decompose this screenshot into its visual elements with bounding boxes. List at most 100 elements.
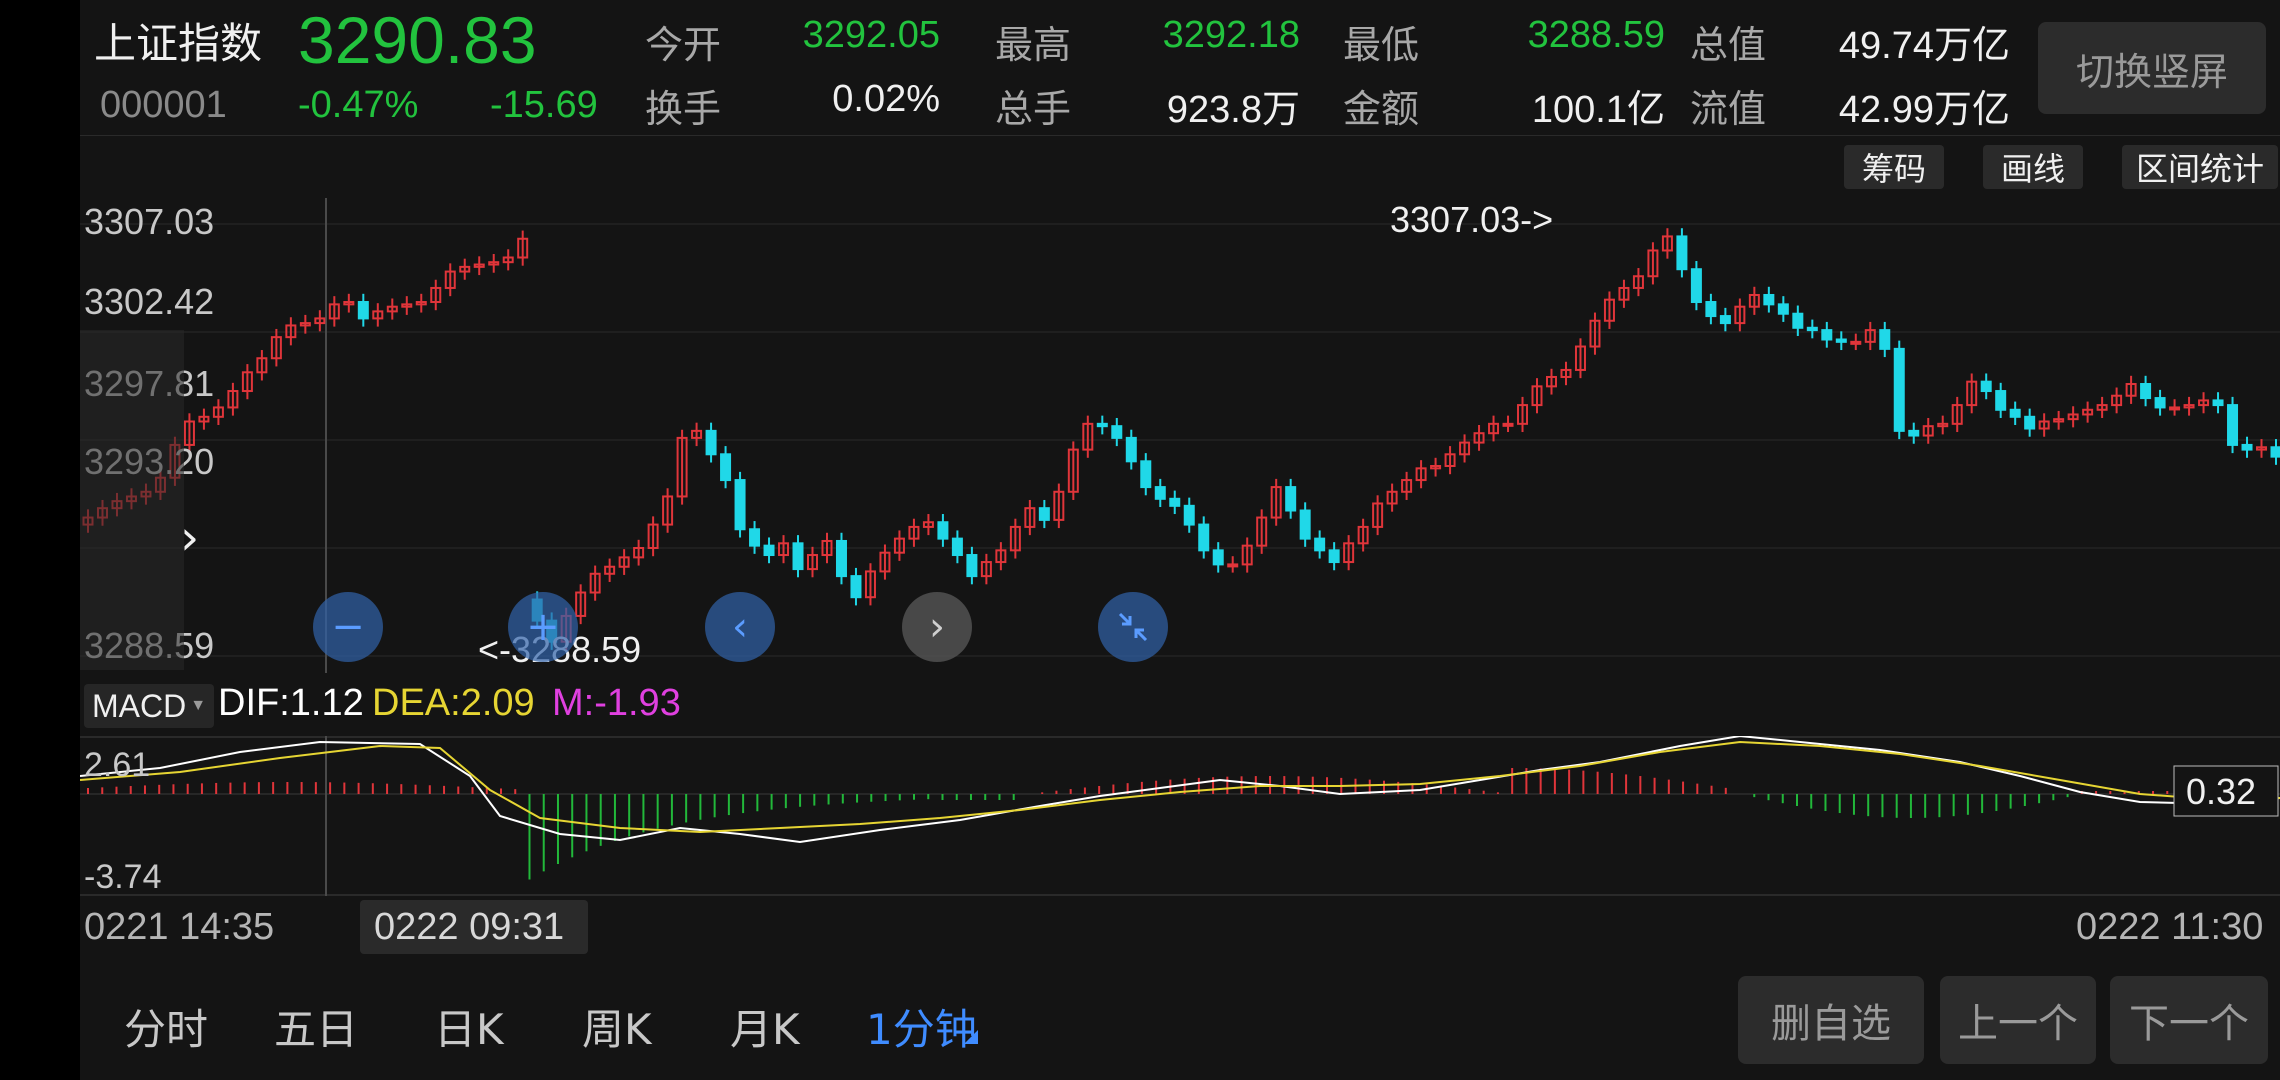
expand-panel-icon[interactable]: › [180, 510, 200, 566]
tab-daily-k[interactable]: 日K [434, 1005, 504, 1054]
candle-body [734, 479, 746, 531]
candle-body [1531, 385, 1543, 407]
candle-body [1676, 235, 1688, 271]
candle-body [198, 415, 210, 423]
candle-body [1241, 544, 1253, 566]
candle-body [1169, 497, 1181, 507]
stat-value-amount: 100.1亿 [1531, 89, 1665, 131]
candle-body [372, 310, 384, 320]
candle-body [864, 570, 876, 599]
tab-five-day[interactable]: 五日 [274, 1005, 359, 1054]
candle-body [1038, 507, 1050, 521]
stat-value-market-cap: 49.74万亿 [1838, 25, 2010, 67]
stat-label-amount: 金额 [1343, 87, 1420, 131]
stat-value-high: 3292.18 [1162, 14, 1300, 56]
stat-value-low: 3288.59 [1527, 14, 1665, 56]
candle-body [662, 495, 674, 526]
collapse-icon [1118, 612, 1148, 642]
index-name: 上证指数 [94, 19, 263, 68]
quote-header: 上证指数 3290.83 000001 -0.47% -15.69 今开 329… [80, 0, 2280, 136]
candle-body [1545, 375, 1557, 388]
period-menu-corner-icon [964, 1030, 978, 1044]
previous-stock-button[interactable]: 上一个 [1940, 976, 2096, 1064]
candle-body [589, 572, 601, 594]
candle-body [763, 544, 775, 557]
candle-body [1372, 502, 1384, 528]
tab-monthly-k[interactable]: 月K [730, 1005, 800, 1054]
candle-body [2183, 404, 2195, 409]
collapse-button[interactable] [1098, 592, 1168, 662]
candle-body [980, 561, 992, 578]
candle-body [1459, 441, 1471, 456]
candle-body [1430, 465, 1442, 470]
candle-body [1980, 380, 1992, 393]
index-code: 000001 [100, 84, 227, 126]
candle-body [2009, 408, 2021, 418]
scroll-left-button[interactable]: ‹ [705, 592, 775, 662]
macd-m: M:-1.93 [552, 682, 681, 724]
stat-value-turnover: 0.02% [832, 78, 940, 120]
candle-body [604, 565, 616, 575]
candle-body [1183, 504, 1195, 526]
candle-body [647, 523, 659, 549]
draw-line-button[interactable]: 画线 [1983, 145, 2083, 189]
candle-body [386, 305, 398, 313]
candle-body [879, 551, 891, 573]
candle-body [1053, 490, 1065, 521]
chips-button[interactable]: 筹码 [1844, 145, 1944, 189]
tab-one-minute[interactable]: 1分钟 [866, 1005, 977, 1054]
candle-body [1386, 490, 1398, 505]
indicator-select[interactable]: MACD ▼ [84, 684, 214, 728]
candle-body [299, 322, 311, 327]
candle-body [1560, 368, 1572, 378]
candle-body [1198, 523, 1210, 552]
stat-value-open: 3292.05 [802, 14, 940, 56]
stock-detail-screen: 上证指数 3290.83 000001 -0.47% -15.69 今开 329… [80, 0, 2280, 1080]
candle-body [183, 420, 195, 446]
candle-body [778, 542, 790, 557]
candle-body [2096, 404, 2108, 411]
switch-portrait-button[interactable]: 切换竖屏 [2038, 22, 2266, 114]
candle-body [270, 336, 282, 360]
candle-body [212, 406, 224, 418]
candle-body [1632, 275, 1644, 289]
candle-body [1574, 345, 1586, 371]
candle-body [821, 539, 833, 557]
candle-body [1096, 422, 1108, 428]
candle-body [2082, 408, 2094, 416]
macd-chart[interactable]: 2.61 -3.74 0.32 [80, 736, 2280, 896]
minus-icon: − [331, 604, 365, 650]
candle-body [2154, 397, 2166, 409]
macd-y-bottom: -3.74 [84, 858, 162, 896]
candle-body [2125, 383, 2137, 397]
candle-body [835, 539, 847, 578]
zoom-out-button[interactable]: − [313, 592, 383, 662]
candle-body [1893, 347, 1905, 432]
candle-body [1661, 235, 1673, 252]
candle-body [1299, 509, 1311, 540]
candle-body [2038, 420, 2050, 430]
candle-body [749, 528, 761, 547]
next-stock-button[interactable]: 下一个 [2110, 976, 2268, 1064]
zoom-in-button[interactable]: + [508, 592, 578, 662]
candle-body [2024, 415, 2036, 430]
side-panel-shade [80, 330, 184, 670]
time-cursor-box [360, 900, 588, 954]
candle-body [1995, 390, 2007, 411]
remove-watchlist-button[interactable]: 删自选 [1738, 976, 1924, 1064]
candle-body [1690, 268, 1702, 304]
candlestick-chart[interactable]: 3307.033302.423297.813293.203288.593307.… [80, 198, 2280, 673]
tab-weekly-k[interactable]: 周K [582, 1005, 652, 1054]
candle-body [1082, 422, 1094, 451]
candle-body [850, 575, 862, 599]
dea-line [80, 740, 2280, 834]
candle-body [401, 303, 413, 308]
range-stats-button[interactable]: 区间统计 [2122, 145, 2278, 189]
scroll-right-button[interactable]: › [902, 592, 972, 662]
candle-body [1777, 303, 1789, 315]
candle-body [459, 265, 471, 273]
time-start: 0221 14:35 [84, 906, 275, 948]
tab-intraday[interactable]: 分时 [124, 1005, 209, 1054]
candle-body [343, 301, 355, 306]
candle-body [1589, 319, 1601, 348]
